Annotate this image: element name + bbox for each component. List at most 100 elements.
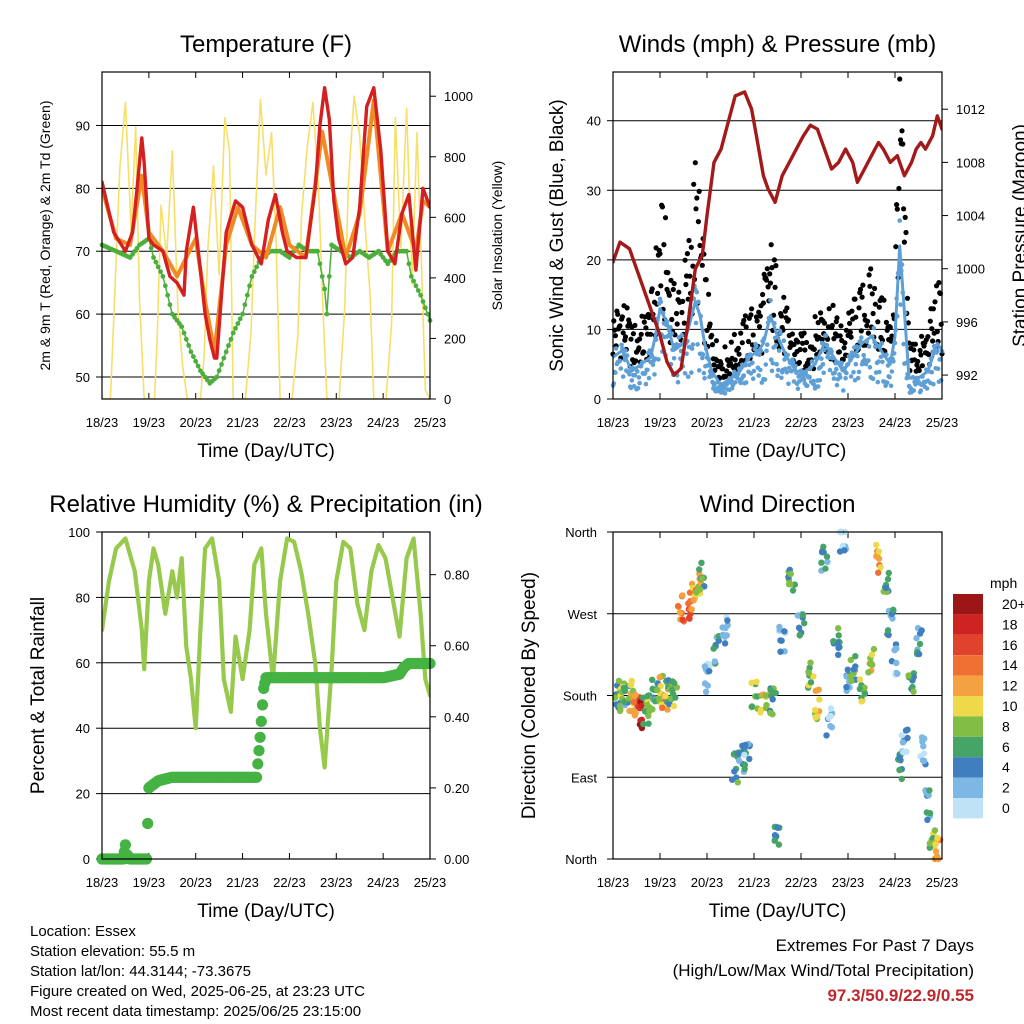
gust-marker [619, 314, 626, 320]
wind-marker [795, 386, 801, 392]
x-tick-label: 19/23 [133, 415, 166, 430]
wind-marker [935, 366, 941, 372]
gust-marker [671, 281, 677, 287]
gust-marker [760, 300, 767, 306]
direction-marker [632, 691, 639, 699]
direction-marker [894, 670, 901, 677]
direction-marker [616, 707, 624, 714]
gust-marker [883, 319, 890, 325]
direction-marker [731, 768, 738, 775]
wind-marker [889, 369, 895, 374]
gust-marker [676, 289, 682, 295]
wind-marker [689, 346, 695, 351]
legend-label: 0 [1002, 800, 1010, 816]
direction-marker [771, 837, 778, 844]
direction-marker [856, 676, 864, 683]
direction-marker [777, 648, 784, 655]
wind-marker [901, 341, 906, 347]
direction-marker [701, 680, 709, 687]
gust-marker [767, 280, 774, 286]
gust-marker [674, 321, 680, 327]
direction-marker [746, 755, 753, 763]
wind-marker [870, 376, 876, 382]
gust-marker [848, 334, 854, 340]
chart-title: Wind Direction [699, 491, 855, 518]
wind-marker [735, 375, 740, 381]
wind-marker [819, 356, 824, 362]
direction-marker [818, 548, 826, 556]
direction-marker [884, 575, 892, 583]
wind-marker [786, 381, 791, 387]
wind-marker [765, 342, 770, 348]
direction-marker [645, 720, 652, 727]
wind-marker [888, 383, 894, 389]
direction-marker [867, 659, 875, 667]
legend-swatch [953, 594, 983, 615]
gust-marker [853, 314, 859, 320]
x-axis-label: Time (Day/UTC) [197, 901, 335, 922]
wind-marker [823, 333, 829, 338]
x-tick-label: 18/23 [86, 875, 119, 890]
direction-marker [621, 687, 629, 695]
wind-marker [682, 371, 688, 376]
direction-marker [844, 666, 851, 673]
gust-marker [709, 332, 715, 338]
gust-marker [626, 320, 633, 326]
gust-marker [657, 251, 663, 257]
direction-marker [814, 713, 821, 720]
gust-marker [916, 367, 922, 374]
wind-marker [758, 367, 763, 373]
wind-marker [876, 359, 881, 364]
wind-marker [866, 344, 872, 349]
x-tick-label: 20/23 [179, 875, 212, 890]
direction-marker [631, 712, 638, 719]
direction-marker [724, 617, 731, 624]
gust-marker [815, 320, 821, 326]
direction-marker [741, 761, 748, 768]
extremes-values: 97.3/50.9/22.9/0.55 [827, 986, 974, 1005]
direction-marker [823, 553, 831, 560]
direction-marker [767, 687, 774, 694]
gust-marker [856, 305, 862, 311]
legend-label: 10 [1002, 698, 1018, 714]
wind-marker [635, 369, 640, 374]
gust-marker [801, 330, 807, 336]
gust-marker [727, 371, 733, 377]
direction-marker [931, 827, 939, 834]
direction-marker [772, 689, 779, 697]
gust-marker [800, 340, 806, 346]
gust-marker [760, 291, 766, 298]
gust-marker [930, 306, 937, 312]
y2-tick-label: 400 [444, 271, 466, 286]
latlon-text: Station lat/lon: 44.3144; -73.3675 [30, 963, 252, 980]
direction-marker [890, 606, 897, 613]
gust-marker [697, 242, 703, 249]
gust-marker [802, 347, 808, 353]
gust-marker [720, 366, 726, 372]
gust-marker [709, 342, 716, 348]
gust-marker [864, 323, 870, 329]
direction-marker [710, 645, 717, 652]
direction-marker [919, 757, 927, 764]
temp-2m-line [102, 85, 430, 360]
gust-marker [825, 336, 831, 342]
gust-marker [773, 263, 779, 269]
gust-marker [659, 204, 666, 210]
direction-marker [781, 628, 788, 635]
y2-tick-label: 0 [444, 392, 451, 407]
wind-marker [613, 370, 618, 376]
y2-tick-label: 1004 [956, 209, 985, 224]
extremes-title: Extremes For Past 7 Days [775, 936, 974, 955]
gust-marker [934, 329, 940, 335]
direction-marker [789, 587, 797, 594]
gust-marker [767, 271, 773, 277]
wind-marker [784, 369, 790, 375]
gust-marker [646, 314, 652, 321]
wind-marker [689, 370, 694, 375]
direction-marker [696, 566, 703, 573]
direction-marker [796, 631, 804, 639]
direction-marker [847, 673, 854, 680]
direction-marker [807, 679, 815, 686]
wind-marker [811, 378, 816, 384]
x-tick-label: 25/23 [414, 415, 447, 430]
